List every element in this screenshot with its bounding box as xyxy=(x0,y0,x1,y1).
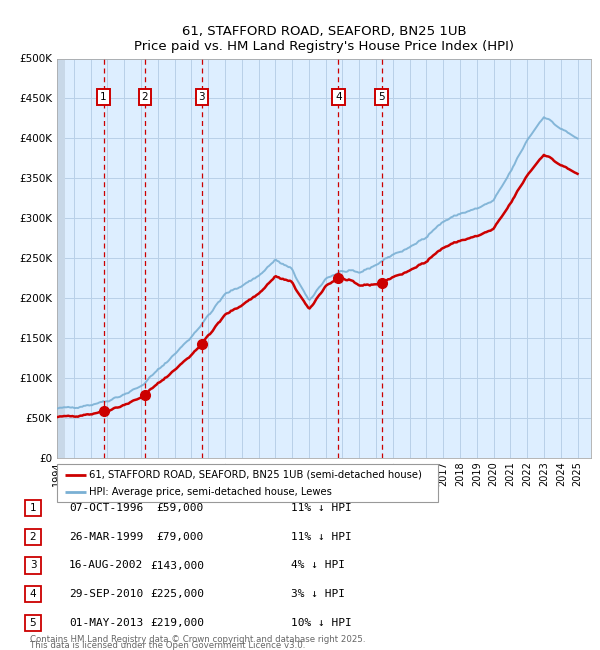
Text: £225,000: £225,000 xyxy=(150,589,204,599)
Text: 4% ↓ HPI: 4% ↓ HPI xyxy=(264,560,345,571)
Text: 2: 2 xyxy=(29,532,37,542)
Bar xyxy=(57,58,65,458)
Text: 5: 5 xyxy=(29,618,37,628)
Text: 26-MAR-1999: 26-MAR-1999 xyxy=(69,532,143,542)
Text: HPI: Average price, semi-detached house, Lewes: HPI: Average price, semi-detached house,… xyxy=(89,488,332,497)
Text: 1: 1 xyxy=(29,503,37,514)
Text: 61, STAFFORD ROAD, SEAFORD, BN25 1UB (semi-detached house): 61, STAFFORD ROAD, SEAFORD, BN25 1UB (se… xyxy=(89,470,422,480)
Text: 1: 1 xyxy=(100,92,107,102)
Text: 01-MAY-2013: 01-MAY-2013 xyxy=(69,618,143,628)
Title: 61, STAFFORD ROAD, SEAFORD, BN25 1UB
Price paid vs. HM Land Registry's House Pri: 61, STAFFORD ROAD, SEAFORD, BN25 1UB Pri… xyxy=(134,25,514,53)
Text: £219,000: £219,000 xyxy=(150,618,204,628)
Text: 07-OCT-1996: 07-OCT-1996 xyxy=(69,503,143,514)
Text: 29-SEP-2010: 29-SEP-2010 xyxy=(69,589,143,599)
Text: 10% ↓ HPI: 10% ↓ HPI xyxy=(264,618,352,628)
Text: 16-AUG-2002: 16-AUG-2002 xyxy=(69,560,143,571)
Text: 3: 3 xyxy=(29,560,37,571)
Text: £59,000: £59,000 xyxy=(157,503,204,514)
Text: 2: 2 xyxy=(142,92,148,102)
Text: 4: 4 xyxy=(29,589,37,599)
Text: 11% ↓ HPI: 11% ↓ HPI xyxy=(264,503,352,514)
Text: This data is licensed under the Open Government Licence v3.0.: This data is licensed under the Open Gov… xyxy=(30,641,305,650)
Text: £143,000: £143,000 xyxy=(150,560,204,571)
Text: 11% ↓ HPI: 11% ↓ HPI xyxy=(264,532,352,542)
Text: 5: 5 xyxy=(378,92,385,102)
Text: Contains HM Land Registry data © Crown copyright and database right 2025.: Contains HM Land Registry data © Crown c… xyxy=(30,634,365,644)
Text: 3: 3 xyxy=(199,92,205,102)
Text: £79,000: £79,000 xyxy=(157,532,204,542)
Text: 3% ↓ HPI: 3% ↓ HPI xyxy=(264,589,345,599)
Text: 4: 4 xyxy=(335,92,341,102)
